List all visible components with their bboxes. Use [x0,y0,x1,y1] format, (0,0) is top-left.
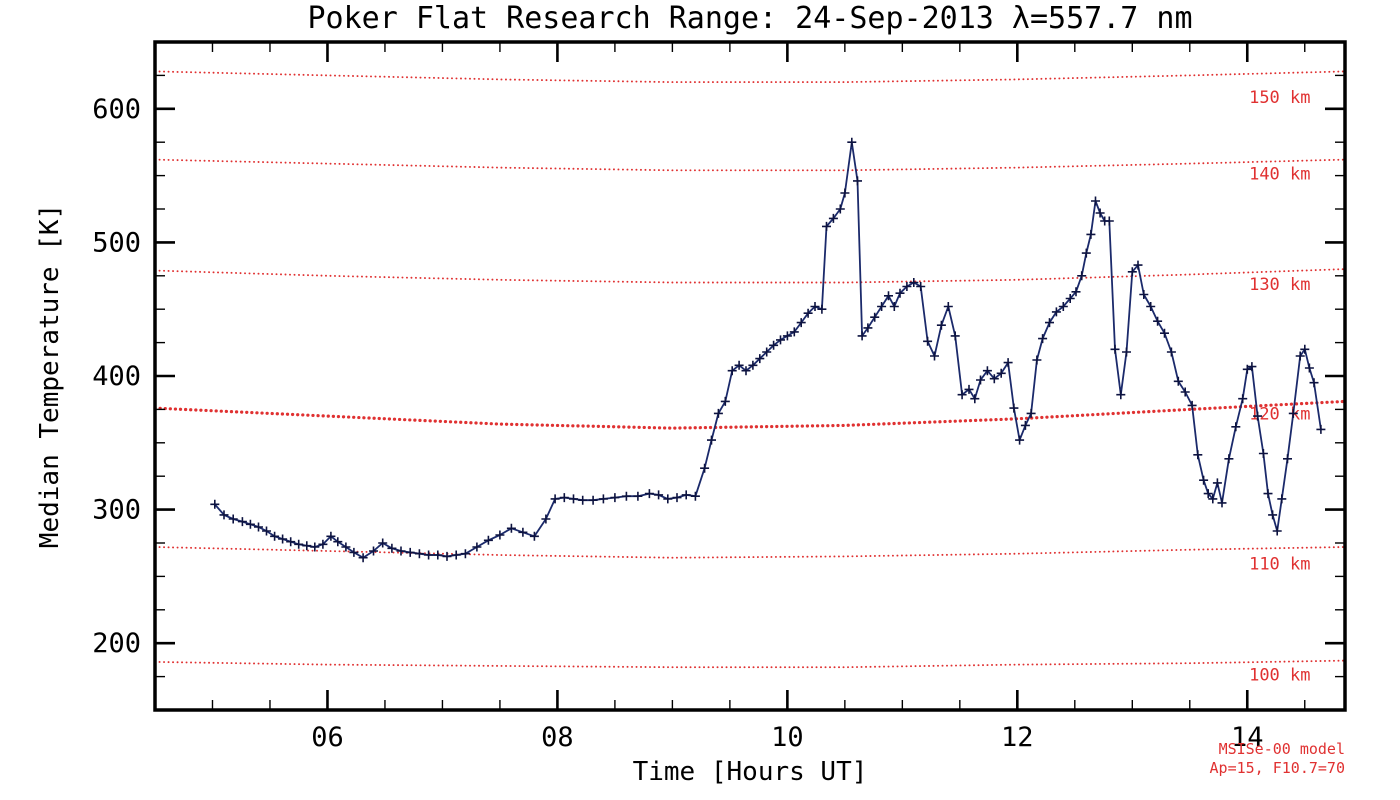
model-curve-140-km [154,158,1346,172]
data-series [210,137,1326,563]
y-axis-label: Median Temperature [K] [35,204,65,548]
y-tick-label: 500 [92,227,141,258]
plot-frame [153,40,1347,712]
y-tick-label: 300 [92,495,141,526]
annotation-line: Ap=15, F10.7=70 [1210,759,1345,777]
data-point-markers [210,137,1326,563]
plot-border [153,40,1347,712]
model-curve-130-km [154,268,1346,284]
x-tick-label: 10 [771,722,804,753]
model-curve-100-km [154,659,1346,669]
model-label-150-km: 150 km [1249,88,1310,108]
x-tick-label: 08 [541,722,574,753]
y-tick-label: 200 [92,628,141,659]
model-label-140-km: 140 km [1249,164,1310,184]
model-curve-120-km [153,399,1347,430]
x-tick-label: 06 [311,722,344,753]
data-series-line [214,141,1322,559]
annotation-line: MSISe-00 model [1219,740,1345,758]
axis-ticks: 06 08 10 12 14 200 300 400 500 600 [92,42,1345,753]
x-tick-label: 12 [1001,722,1034,753]
model-label-130-km: 130 km [1249,275,1310,295]
model-label-110-km: 110 km [1249,554,1310,574]
model-label-120-km: 120 km [1249,405,1310,425]
chart-text: Poker Flat Research Range: 24-Sep-2013 λ… [35,1,1193,787]
model-curve-110-km [154,546,1346,559]
y-tick-label: 600 [92,94,141,125]
chart-title: Poker Flat Research Range: 24-Sep-2013 λ… [307,1,1192,36]
x-tick-label: 14 [1231,722,1264,753]
model-curves: 150 km 140 km 130 km 120 km 110 km 100 km [153,70,1347,685]
model-curve-150-km [154,70,1346,84]
y-tick-label: 400 [92,361,141,392]
x-axis-label: Time [Hours UT] [633,757,868,787]
model-label-100-km: 100 km [1249,665,1310,685]
